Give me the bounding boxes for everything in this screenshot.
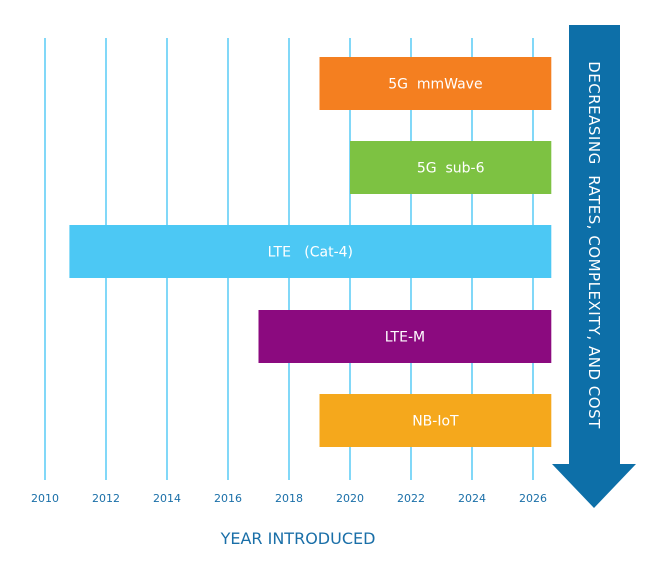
bar-label: 5G sub-6 <box>417 161 485 177</box>
bar <box>319 57 552 110</box>
x-tick-label: 2010 <box>31 492 59 505</box>
x-tick-label: 2014 <box>153 492 181 505</box>
bar <box>258 310 552 363</box>
x-tick-label: 2024 <box>458 492 486 505</box>
bars: 5G mmWave 5G sub-6 LTE (Cat-4) LTE-M NB-IoT <box>69 57 552 447</box>
x-tick-label: 2020 <box>336 492 364 505</box>
x-tick-label: 2016 <box>214 492 242 505</box>
bar <box>69 225 552 278</box>
x-tick-label: 2026 <box>519 492 547 505</box>
x-tick-label: 2012 <box>92 492 120 505</box>
arrow-annotation: DECREASING RATES, COMPLEXITY, AND COST <box>585 61 603 429</box>
decreasing-arrow: DECREASING RATES, COMPLEXITY, AND COST <box>552 25 636 508</box>
x-tick-labels: 2010 2012 2014 2016 2018 2020 2022 2024 2026 <box>31 492 547 505</box>
x-tick-label: 2018 <box>275 492 303 505</box>
bar <box>350 141 552 194</box>
bar-label: NB-IoT <box>412 414 459 430</box>
bar-label: LTE-M <box>385 330 425 346</box>
x-axis-label: YEAR INTRODUCED <box>220 529 376 548</box>
arrow-shape <box>552 25 636 508</box>
x-tick-label: 2022 <box>397 492 425 505</box>
bar <box>319 394 552 447</box>
bar-label: 5G mmWave <box>388 77 482 93</box>
bar-label: LTE (Cat-4) <box>268 245 353 261</box>
